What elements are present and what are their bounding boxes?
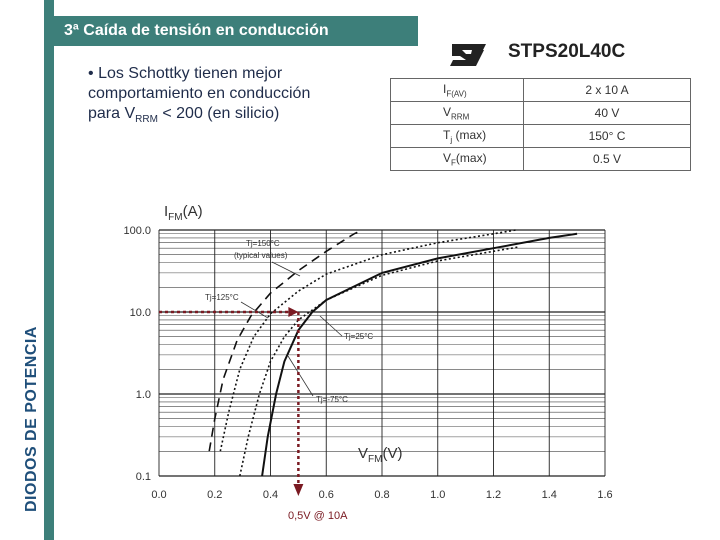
spec-row: Tj (max) 150° C <box>390 124 691 148</box>
bullet-line-2: comportamiento en conducción <box>88 85 311 102</box>
spec-value: 2 x 10 A <box>523 78 691 102</box>
spec-value: 150° C <box>523 124 691 148</box>
arrow-down-icon <box>293 484 304 496</box>
y-tick-label: 10.0 <box>130 307 151 319</box>
x-tick-label: 1.0 <box>430 489 445 501</box>
label-leader <box>240 301 269 319</box>
series-label: Tj=-75°C <box>316 395 348 404</box>
label-leader <box>287 355 314 397</box>
x-tick-label: 0.6 <box>319 489 334 501</box>
x-tick-label: 0.0 <box>151 489 166 501</box>
x-tick-label: 1.6 <box>597 489 612 501</box>
arrow-right-icon <box>288 307 299 317</box>
bullet-line-3-post: < 200 (en silicio) <box>157 105 280 122</box>
x-axis-label: VFM(V) <box>358 445 403 465</box>
y-tick-label: 100.0 <box>123 225 151 237</box>
series-label: (typical values) <box>234 251 288 260</box>
spec-param: VRRM <box>390 101 524 125</box>
slide-title: 3ª Caída de tensión en conducción <box>54 16 418 46</box>
y-axis-label: IFM(A) <box>164 203 203 223</box>
part-number: STPS20L40C <box>508 41 626 62</box>
side-accent-bar <box>44 0 54 540</box>
x-tick-label: 0.4 <box>263 489 278 501</box>
x-tick-label: 1.4 <box>542 489 557 501</box>
spec-param: VF(max) <box>390 147 524 171</box>
x-tick-label: 0.8 <box>374 489 389 501</box>
x-tick-label: 1.2 <box>486 489 501 501</box>
series-line <box>261 232 578 477</box>
series-line <box>219 229 516 452</box>
bullet-line-1: Los Schottky tienen mejor <box>98 65 283 82</box>
spec-value: 0.5 V <box>523 147 691 171</box>
series-line <box>208 229 363 452</box>
y-tick-label: 0.1 <box>136 471 151 483</box>
series-label: Tj=150°C <box>246 239 280 248</box>
spec-row: VF(max) 0.5 V <box>390 147 691 171</box>
y-tick-label: 1.0 <box>136 389 151 401</box>
series-line <box>239 246 519 477</box>
bullet-line-3-pre: para V <box>88 105 136 122</box>
spec-table: IF(AV) 2 x 10 A VRRM 40 V Tj (max) 150° … <box>390 78 691 171</box>
st-logo-icon <box>450 44 486 66</box>
label-leader <box>271 261 301 277</box>
bullet-text: • Los Schottky tienen mejor comportamien… <box>88 64 388 130</box>
bullet-line-3-sub: RRM <box>135 114 158 126</box>
bullet-marker: • <box>88 65 94 82</box>
series-label: Tj=25°C <box>344 332 373 341</box>
operating-point-label: 0,5V @ 10A <box>288 510 348 522</box>
series-label: Tj=125°C <box>205 293 239 302</box>
x-tick-label: 0.2 <box>207 489 222 501</box>
label-leader <box>319 315 343 337</box>
